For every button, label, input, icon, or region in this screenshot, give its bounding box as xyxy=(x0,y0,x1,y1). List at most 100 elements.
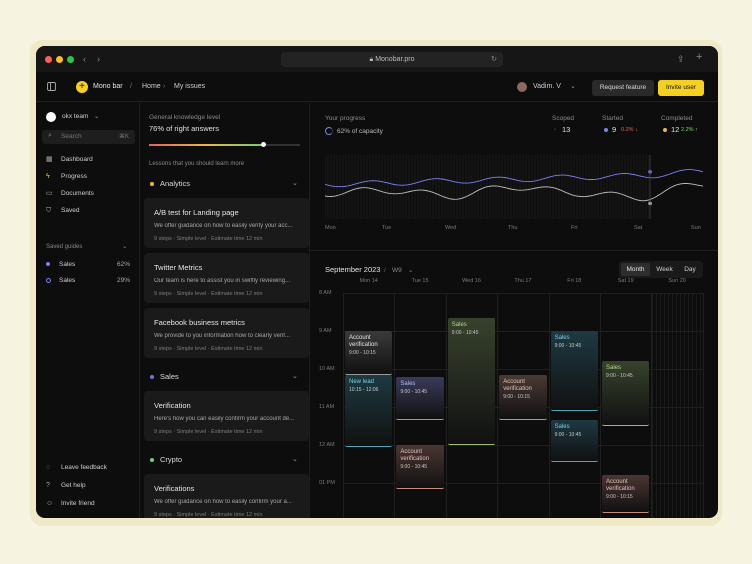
get-help-link[interactable]: ? Get help xyxy=(46,482,86,489)
divider xyxy=(311,250,718,251)
week-chevron-down-icon[interactable]: ⌄ xyxy=(408,267,414,274)
breadcrumb-home[interactable]: Home xyxy=(142,83,161,90)
search-shortcut: ⌘K xyxy=(118,134,129,140)
calendar-event[interactable]: Account verification 9:00 - 10:15 xyxy=(499,374,547,421)
lesson-card[interactable]: A/B test for Landing page We offer guida… xyxy=(144,198,309,248)
saved-guides-chevron-icon[interactable]: ⌄ xyxy=(122,243,128,250)
calendar-event[interactable]: Sales 9:00 - 10:45 xyxy=(447,317,496,445)
view-day-button[interactable]: Day xyxy=(684,266,696,273)
calendar-month[interactable]: September 2023 xyxy=(325,265,381,274)
calendar-event[interactable]: Sales 9:00 - 10:45 xyxy=(396,376,444,421)
chevron-down-icon[interactable]: ⌄ xyxy=(292,180,298,187)
grid-line xyxy=(343,293,703,294)
address-bar[interactable]: 🔒︎ Monobar.pro ↻ xyxy=(281,52,503,67)
request-feature-button[interactable]: Request feature xyxy=(592,80,654,96)
hour-label: 01 PM xyxy=(319,480,335,486)
browser-titlebar: ‹ › 🔒︎ Monobar.pro ↻ ⇪ + xyxy=(36,46,718,72)
chat-icon: ◌ xyxy=(46,464,51,471)
event-title: Sales xyxy=(554,335,570,341)
knowledge-bar xyxy=(149,142,300,147)
user-chevron-down-icon[interactable]: ⌄ xyxy=(570,83,576,90)
stat-completed-dot-icon xyxy=(663,128,667,132)
event-title: Account verification xyxy=(400,449,430,462)
sidebar-item-dashboard[interactable]: ▦ Dashboard xyxy=(46,156,93,163)
sidebar-toggle-icon[interactable] xyxy=(47,82,56,91)
user-name[interactable]: Vadim. V xyxy=(533,83,561,90)
breadcrumb-my-issues[interactable]: My issues xyxy=(174,83,206,90)
section-dot-icon xyxy=(150,375,154,380)
person-add-icon: ☺ xyxy=(46,500,54,507)
event-title: Sales xyxy=(554,424,570,431)
event-title: Sales xyxy=(400,380,416,387)
event-time: 9:00 - 10:45 xyxy=(451,329,479,336)
close-window-button[interactable] xyxy=(45,56,52,63)
hour-label: 12 AM xyxy=(319,442,335,448)
weekend-hatching xyxy=(652,293,703,518)
reload-icon[interactable]: ↻ xyxy=(491,56,497,63)
invite-user-button[interactable]: Invite user xyxy=(658,80,704,96)
calendar-event[interactable]: Sales 9:00 - 10:45 xyxy=(550,331,598,411)
chart-x-tick-label: Thu xyxy=(508,225,518,231)
chart-x-tick-label: Mon xyxy=(325,225,336,231)
share-icon[interactable]: ⇪ xyxy=(677,54,685,64)
forward-icon[interactable]: › xyxy=(97,54,100,64)
minimize-window-button[interactable] xyxy=(56,56,63,63)
lesson-card[interactable]: Verification Here's how you can easily c… xyxy=(144,391,309,441)
section-analytics[interactable]: Analytics xyxy=(150,179,190,189)
lesson-desc: Here's how you can easily confirm your a… xyxy=(154,416,295,422)
knowledge-label: General knowledge level xyxy=(149,114,221,121)
lesson-card[interactable]: Verifications We offer guidance on how t… xyxy=(144,474,309,518)
sidebar-item-saved[interactable]: ⛉ Saved xyxy=(46,207,80,214)
invite-friend-link[interactable]: ☺ Invite friend xyxy=(46,500,95,507)
calendar-event[interactable]: Sales 9:00 - 10:45 xyxy=(602,361,650,426)
chevron-down-icon[interactable]: ⌄ xyxy=(292,456,298,463)
back-icon[interactable]: ‹ xyxy=(83,54,86,64)
maximize-window-button[interactable] xyxy=(67,56,74,63)
event-title: New lead xyxy=(349,378,375,385)
sidebar-item-progress[interactable]: ϟ Progress xyxy=(46,173,88,180)
lesson-card[interactable]: Facebook business metrics We provide to … xyxy=(144,308,309,358)
lesson-title: Twitter Metrics xyxy=(154,263,203,272)
lesson-meta: 9 steps · Simple level · Estimate time 1… xyxy=(154,512,263,518)
user-avatar[interactable] xyxy=(517,82,527,92)
calendar-event[interactable]: Sales 9:00 - 10:45 xyxy=(550,420,598,463)
section-sales[interactable]: Sales xyxy=(150,372,179,382)
calendar-event[interactable]: Account verification 9:00 - 10:45 xyxy=(396,445,444,489)
view-week-button[interactable]: Week xyxy=(656,266,673,273)
event-time: 9:00 - 10:15 xyxy=(503,393,530,400)
lesson-card[interactable]: Twitter Metrics Our team is here to assi… xyxy=(144,253,309,303)
saved-guide-item[interactable]: Sales 29% xyxy=(46,276,130,286)
saved-guide-item[interactable]: Sales 62% xyxy=(46,260,130,270)
team-logo-icon xyxy=(46,112,56,122)
calendar-week[interactable]: W9 xyxy=(392,267,402,274)
chevron-down-icon[interactable]: ⌄ xyxy=(292,373,298,380)
section-crypto[interactable]: Crypto xyxy=(150,455,182,465)
event-time: 9:00 - 10:45 xyxy=(554,343,582,349)
hour-label: 8 AM xyxy=(319,290,332,296)
chart-x-tick-label: Sun xyxy=(691,225,701,231)
calendar-day-header: Sun 20 xyxy=(668,278,686,284)
event-time: 9:00 - 10:45 xyxy=(400,388,428,395)
app-header: + Mono bar / Home › My issues Vadim. V ⌄… xyxy=(36,72,718,102)
calendar-day-header: Thu 17 xyxy=(514,278,532,284)
calendar-event[interactable]: Account verification 9:00 - 10:15 xyxy=(602,475,650,514)
search-input[interactable]: ⌕ Search ⌘K xyxy=(42,130,135,144)
view-month-button[interactable]: Month xyxy=(621,263,650,276)
leave-feedback-link[interactable]: ◌ Leave feedback xyxy=(46,464,107,471)
lesson-title: Verification xyxy=(154,401,191,410)
team-chevron-down-icon[interactable]: ⌄ xyxy=(94,113,100,120)
calendar-event[interactable]: New lead 10:15 - 12:06 xyxy=(345,374,393,448)
lesson-title: Verifications xyxy=(154,484,195,493)
lesson-desc: We offer guidance on how to easily confi… xyxy=(154,499,292,505)
team-name[interactable]: okx team xyxy=(62,113,89,120)
grid-icon: ▦ xyxy=(46,156,53,163)
grid-line xyxy=(497,293,499,518)
grid-line xyxy=(651,293,653,518)
event-title: Account verification xyxy=(503,378,532,392)
calendar-event[interactable]: Account verification 9:00 - 10:15 xyxy=(345,331,393,375)
stat-completed-label: Completed xyxy=(661,115,693,122)
event-time: 9:00 - 10:45 xyxy=(606,373,633,380)
stat-scoped-icon: ◦ xyxy=(554,127,556,133)
new-tab-icon[interactable]: + xyxy=(696,51,703,63)
sidebar-item-documents[interactable]: ▭ Documents xyxy=(46,190,94,197)
